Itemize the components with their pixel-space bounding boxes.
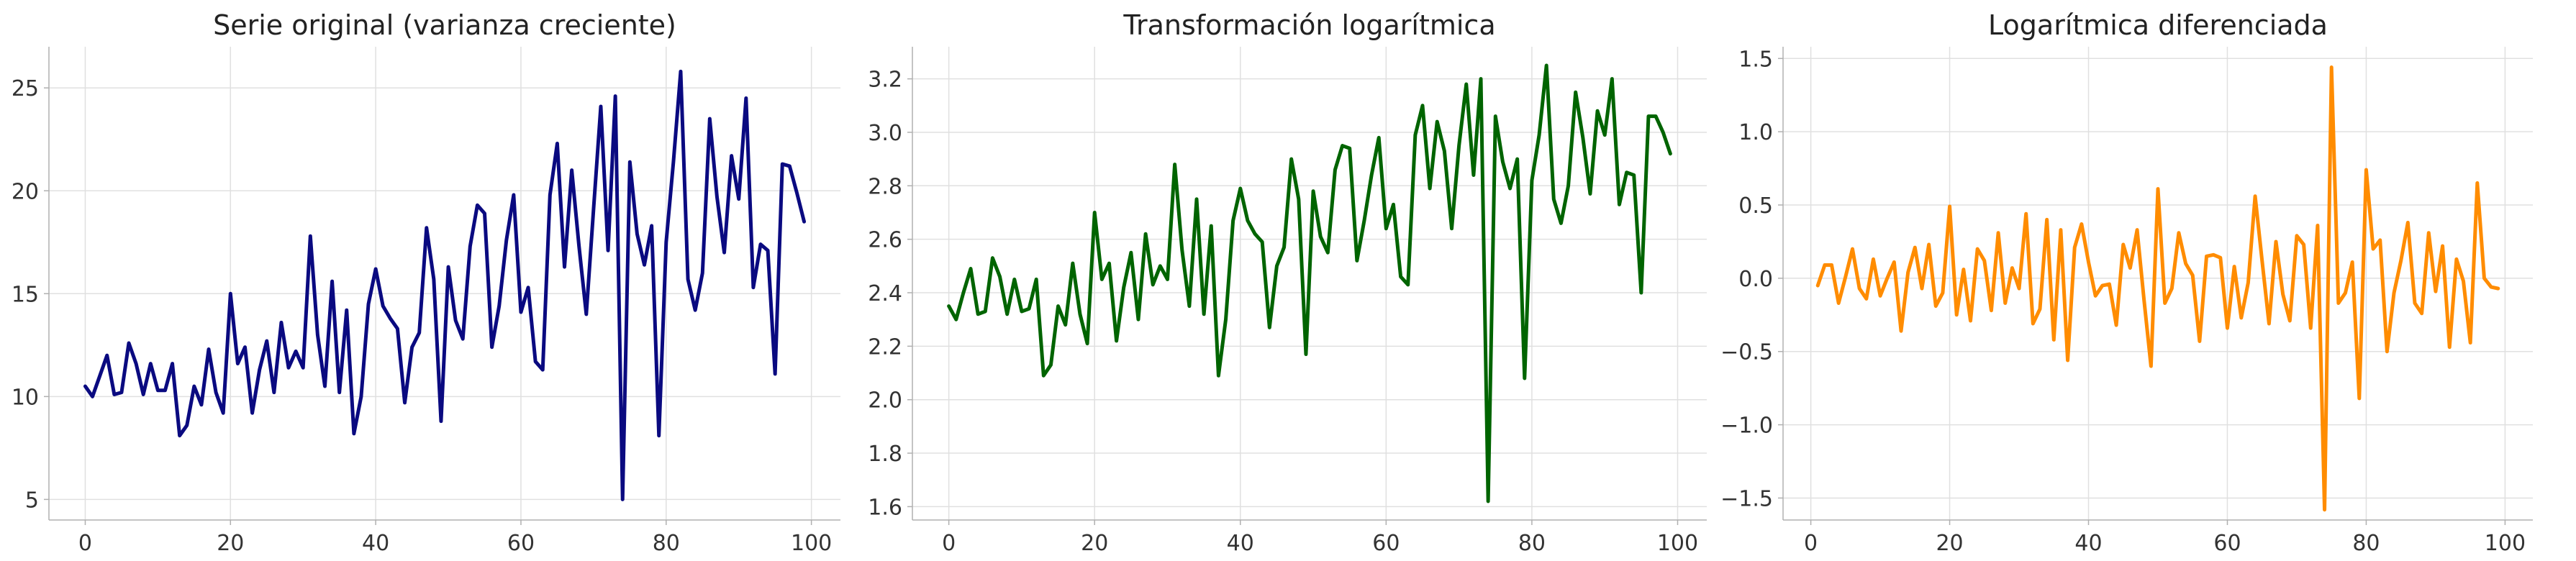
- y-tick-label: −1.5: [1720, 486, 1773, 511]
- series-line: [947, 63, 1672, 503]
- chart-panel-1: 0 20 40 60 80 100 5 10 15 20 25 Serie original (var…: [12, 9, 840, 556]
- chart-title: Logarítmica diferenciada: [1988, 9, 2328, 41]
- y-tick-label: 3.0: [868, 121, 902, 146]
- x-tick-label: 100: [1657, 531, 1698, 556]
- y-tick-label: 2.4: [868, 281, 902, 306]
- x-tick-label: 20: [1936, 531, 1963, 556]
- chart-title: Transformación logarítmica: [1123, 9, 1495, 41]
- chart-panel-2: 0 20 40 60 80 100 1.6 1.8 2.0 2.2 2.4 2.6 2.8 3.0 3.2 T…: [868, 9, 1707, 556]
- chart-panel-3: 0 20 40 60 80 100 −1.5 −1.0 −0.5 0.0 0.5 1.0 1.5 Loga…: [1720, 9, 2533, 556]
- series-line: [83, 69, 807, 501]
- x-tick-label: 60: [1372, 531, 1400, 556]
- series-line: [1815, 65, 2500, 512]
- x-tick-label: 20: [217, 531, 244, 556]
- y-tick-label: 5: [25, 488, 39, 513]
- x-tick-label: 80: [2352, 531, 2380, 556]
- y-tick-label: 1.6: [868, 495, 902, 520]
- chart-title: Serie original (varianza creciente): [213, 9, 676, 41]
- y-tick-label: 0.0: [1738, 267, 1773, 292]
- x-tick-label: 0: [1804, 531, 1818, 556]
- x-tick-label: 80: [1518, 531, 1546, 556]
- y-tick-label: 1.0: [1738, 120, 1773, 145]
- x-tick-label: 100: [791, 531, 832, 556]
- y-tick-label: 10: [12, 385, 39, 410]
- y-tick-label: 2.8: [868, 174, 902, 199]
- y-tick-label: 1.5: [1738, 47, 1773, 72]
- y-tick-label: 25: [12, 76, 39, 101]
- y-tick-label: −0.5: [1720, 340, 1773, 365]
- x-tick-label: 0: [78, 531, 92, 556]
- y-tick-label: 2.2: [868, 334, 902, 360]
- x-tick-label: 40: [2074, 531, 2102, 556]
- y-tick-label: 0.5: [1738, 193, 1773, 219]
- y-tick-label: 2.0: [868, 388, 902, 414]
- y-tick-label: 1.8: [868, 442, 902, 467]
- x-tick-label: 60: [507, 531, 535, 556]
- x-tick-label: 0: [942, 531, 956, 556]
- x-tick-label: 80: [653, 531, 680, 556]
- x-tick-label: 60: [2213, 531, 2241, 556]
- y-tick-label: 15: [12, 282, 39, 307]
- x-tick-label: 40: [1227, 531, 1254, 556]
- y-tick-label: 2.6: [868, 228, 902, 253]
- x-tick-label: 20: [1081, 531, 1108, 556]
- y-tick-label: −1.0: [1720, 414, 1773, 439]
- y-tick-label: 3.2: [868, 68, 902, 93]
- x-tick-label: 100: [2485, 531, 2526, 556]
- y-tick-label: 20: [12, 179, 39, 204]
- x-tick-label: 40: [362, 531, 389, 556]
